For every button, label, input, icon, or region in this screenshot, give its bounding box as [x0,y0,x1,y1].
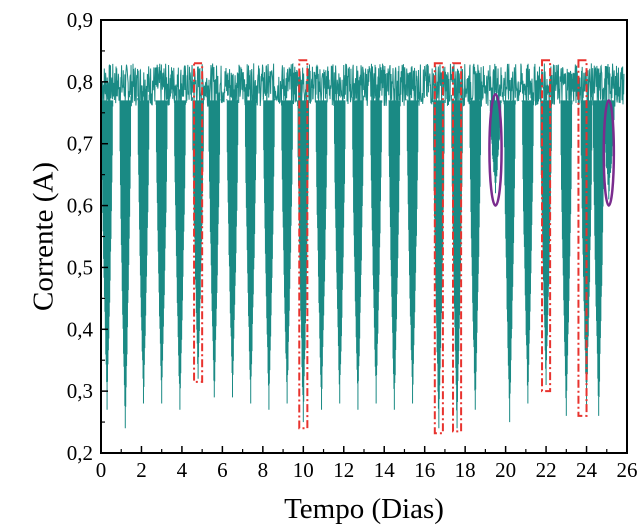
highlight-rectangle [298,59,309,430]
current-dip-strokes [351,95,365,410]
x-tick-label: 20 [495,458,516,482]
y-tick-label: 0,5 [67,255,93,279]
y-tick-label: 0,3 [67,379,93,403]
x-tick-label: 14 [374,458,396,482]
x-tick-label: 22 [536,458,557,482]
current-series-line [101,62,625,108]
x-tick-label: 24 [576,458,598,482]
series-layer [100,62,625,429]
current-dip-strokes [280,100,294,404]
current-dip-strokes [155,100,168,404]
current-dip-strokes [503,100,516,423]
current-dip-strokes [333,98,346,404]
current-dip-strokes [226,99,239,398]
highlight-rectangle [577,59,588,417]
y-tick-label: 0,9 [67,8,93,32]
x-tick-label: 8 [258,458,269,482]
current-dip-strokes [560,100,573,416]
current-dip-strokes [262,97,276,410]
current-dip [333,98,346,404]
current-dip [119,96,132,429]
x-tick-label: 12 [333,458,354,482]
y-tick-label: 0,8 [67,70,93,94]
y-tick-label: 0,6 [67,194,93,218]
current-dip-strokes [388,99,401,410]
x-tick-label: 6 [217,458,228,482]
current-dip-strokes [580,95,593,410]
highlight-rectangle [433,62,444,435]
current-dip-strokes [369,100,383,404]
current-dip [406,99,419,404]
current-dip-strokes [469,97,482,410]
current-dip [208,99,221,398]
y-tick-label: 0,2 [67,441,93,465]
current-dip [173,95,187,410]
current-dip-strokes [406,99,419,404]
y-axis-ticks: 0,2 0,3 0,4 0,5 0,6 0,7 0,8 0,9 [67,8,108,465]
current-dip-strokes [315,100,328,410]
current-dip [280,100,294,404]
current-dip [262,97,276,410]
x-axis-title: Tempo (Dias) [284,493,444,525]
y-axis-title: Corrente (A) [28,162,60,311]
highlight-ellipse [602,99,616,207]
highlight-ellipse [488,92,503,207]
current-dip-strokes [521,100,535,404]
current-dip [503,100,516,423]
x-tick-label: 18 [455,458,476,482]
current-dip [155,100,168,404]
x-tick-label: 0 [96,458,107,482]
x-tick-label: 4 [177,458,188,482]
highlight-rectangle [452,62,463,433]
current-dip-strokes [137,94,150,404]
current-dip-strokes [208,99,221,398]
current-dip [388,99,401,410]
x-tick-label: 2 [136,458,147,482]
y-tick-label: 0,4 [67,317,94,341]
highlight-rectangle [541,59,552,393]
current-dip [369,100,383,404]
x-axis-ticks: 0 2 4 6 8 10 12 14 16 18 20 22 24 26 [96,446,638,482]
highlight-rectangle [193,62,204,383]
current-dip [226,99,239,398]
current-dip [521,100,535,404]
current-dip [315,100,328,410]
current-dip [244,100,257,404]
annotation-layer [193,59,616,435]
current-dip [560,100,573,416]
y-tick-label: 0,7 [67,132,93,156]
current-dip-strokes [119,96,132,429]
x-tick-label: 26 [617,458,638,482]
current-dip [469,97,482,410]
current-dip [137,94,150,404]
current-dip-strokes [244,100,257,404]
x-tick-label: 10 [293,458,314,482]
current-dip-strokes [173,95,187,410]
current-dip [580,95,593,410]
x-tick-label: 16 [414,458,435,482]
current-dip [351,95,365,410]
